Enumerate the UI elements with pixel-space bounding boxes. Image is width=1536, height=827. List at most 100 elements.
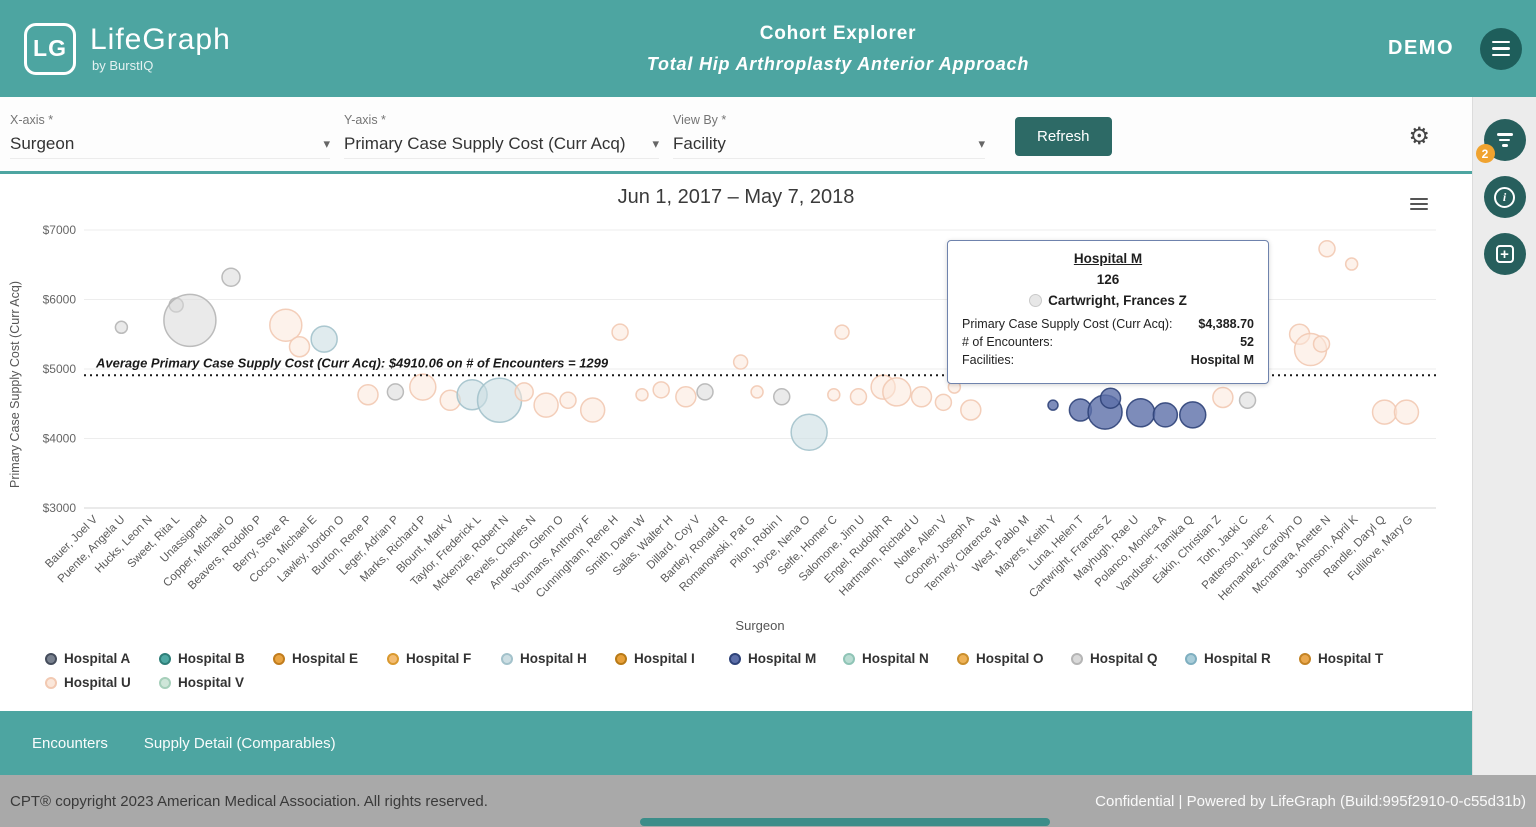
bubble-U[interactable]	[849, 388, 868, 406]
legend-item-a[interactable]: Hospital A	[45, 651, 137, 666]
legend-item-v[interactable]: Hospital V	[159, 675, 251, 690]
add-button[interactable]: +	[1483, 233, 1526, 275]
legend-item-r[interactable]: Hospital R	[1185, 651, 1277, 666]
view-by-value: Facility	[673, 134, 726, 153]
legend-label: Hospital R	[1204, 651, 1271, 666]
bubble-U[interactable]	[652, 381, 670, 399]
chevron-down-icon: ▾	[978, 136, 985, 151]
bubble-U[interactable]	[834, 324, 850, 340]
horizontal-scrollbar-thumb[interactable]	[640, 818, 1050, 826]
bubble-H[interactable]	[790, 413, 828, 451]
legend-item-i[interactable]: Hospital I	[615, 651, 707, 666]
legend-dot-icon	[45, 652, 57, 665]
tooltip-cost-value: $4,388.70	[1198, 317, 1254, 331]
legend-item-b[interactable]: Hospital B	[159, 651, 251, 666]
bubble-M[interactable]	[1178, 401, 1207, 429]
y-tick-label: $6000	[43, 293, 77, 307]
bubble-U[interactable]	[750, 385, 764, 399]
bubble-M[interactable]	[1125, 398, 1156, 428]
bubble-U[interactable]	[1318, 240, 1336, 258]
legend-dot-icon	[957, 652, 969, 665]
bubble-Q[interactable]	[772, 388, 791, 406]
legend-item-u[interactable]: Hospital U	[45, 675, 137, 690]
legend-item-q[interactable]: Hospital Q	[1071, 651, 1163, 666]
bubble-U[interactable]	[1393, 399, 1420, 425]
settings-gear-icon[interactable]: ⚙	[1402, 121, 1436, 152]
bubble-U[interactable]	[1344, 257, 1359, 271]
bubble-Q[interactable]	[1238, 391, 1257, 410]
bubble-U[interactable]	[533, 392, 559, 418]
bubble-U[interactable]	[934, 393, 953, 412]
bubble-U[interactable]	[675, 386, 697, 408]
bubble-Q[interactable]	[221, 267, 241, 288]
y-tick-label: $4000	[43, 432, 77, 446]
tooltip-encounters-value: 52	[1240, 335, 1254, 349]
legend-label: Hospital B	[178, 651, 245, 666]
demo-label: DEMO	[1388, 37, 1454, 59]
tab-encounters[interactable]: Encounters	[32, 734, 108, 752]
bubble-U[interactable]	[269, 308, 303, 342]
view-by-select[interactable]: View By * Facility ▾	[673, 113, 985, 159]
legend-dot-icon	[159, 676, 171, 689]
bubble-H[interactable]	[476, 377, 523, 424]
refresh-button[interactable]: Refresh	[1015, 116, 1112, 156]
legend-dot-icon	[1185, 652, 1197, 665]
bubble-Q[interactable]	[114, 320, 129, 335]
legend-item-t[interactable]: Hospital T	[1299, 651, 1391, 666]
bubble-U[interactable]	[611, 323, 629, 341]
legend-item-o[interactable]: Hospital O	[957, 651, 1049, 666]
tab-supply-detail[interactable]: Supply Detail (Comparables)	[143, 734, 336, 752]
bubble-U[interactable]	[514, 382, 534, 402]
legend-item-n[interactable]: Hospital N	[843, 651, 935, 666]
bubble-U[interactable]	[1371, 399, 1398, 425]
y-axis-select[interactable]: Y-axis * Primary Case Supply Cost (Curr …	[344, 113, 659, 159]
chart-card: Jun 1, 2017 – May 7, 2018 Primary Case S…	[0, 174, 1472, 711]
info-button[interactable]: i	[1483, 176, 1526, 218]
legend-item-h[interactable]: Hospital H	[501, 651, 593, 666]
bubble-U[interactable]	[288, 336, 311, 358]
bubble-H[interactable]	[310, 325, 338, 353]
bubble-M[interactable]	[1099, 387, 1122, 409]
legend-label: Hospital A	[64, 651, 131, 666]
x-axis-select[interactable]: X-axis * Surgeon ▾	[10, 113, 330, 159]
bubble-U[interactable]	[1212, 386, 1234, 409]
bubble-U[interactable]	[960, 399, 982, 421]
bubble-Q[interactable]	[696, 383, 714, 401]
chart-title: Jun 1, 2017 – May 7, 2018	[617, 186, 855, 208]
bubble-U[interactable]	[579, 397, 606, 423]
bubble-M[interactable]	[1152, 402, 1179, 428]
legend-label: Hospital I	[634, 651, 695, 666]
tooltip-cost-label: Primary Case Supply Cost (Curr Acq):	[962, 317, 1173, 331]
bubble-U[interactable]	[882, 377, 912, 407]
bubble-Q[interactable]	[386, 383, 405, 401]
chart-context-menu-icon[interactable]	[1410, 198, 1428, 210]
bubble-U[interactable]	[559, 391, 577, 410]
legend-item-m[interactable]: Hospital M	[729, 651, 821, 666]
legend-label: Hospital M	[748, 651, 817, 666]
tooltip-series-marker-icon	[1029, 294, 1043, 307]
right-toolbar-rail: 2 i +	[1472, 97, 1536, 775]
build-info: Confidential | Powered by LifeGraph (Bui…	[1095, 792, 1526, 810]
bubble-U[interactable]	[357, 383, 379, 406]
legend-dot-icon	[1299, 652, 1311, 665]
bubble-U[interactable]	[827, 387, 841, 402]
legend-dot-icon	[45, 676, 57, 689]
legend-item-f[interactable]: Hospital F	[387, 651, 479, 666]
bubble-U[interactable]	[409, 373, 437, 401]
bubble-U[interactable]	[910, 386, 933, 408]
lifegraph-logo-icon: LG	[24, 22, 76, 75]
bubble-U[interactable]	[732, 354, 749, 370]
legend-label: Hospital H	[520, 651, 587, 666]
brand: LG LifeGraph by BurstIQ	[24, 22, 354, 75]
bubble-Q[interactable]	[163, 293, 217, 348]
app-name: LifeGraph	[90, 23, 231, 57]
bubble-U[interactable]	[1312, 335, 1331, 353]
legend-label: Hospital Q	[1090, 651, 1158, 666]
user-menu-button[interactable]	[1480, 27, 1522, 70]
legend-item-e[interactable]: Hospital E	[273, 651, 365, 666]
bubble-M[interactable]	[1047, 399, 1059, 411]
page-title: Cohort Explorer	[759, 22, 917, 44]
bubble-U[interactable]	[635, 387, 649, 402]
chart-legend-row-2: Hospital U Hospital V	[45, 675, 1442, 690]
filter-button[interactable]: 2	[1475, 119, 1526, 163]
